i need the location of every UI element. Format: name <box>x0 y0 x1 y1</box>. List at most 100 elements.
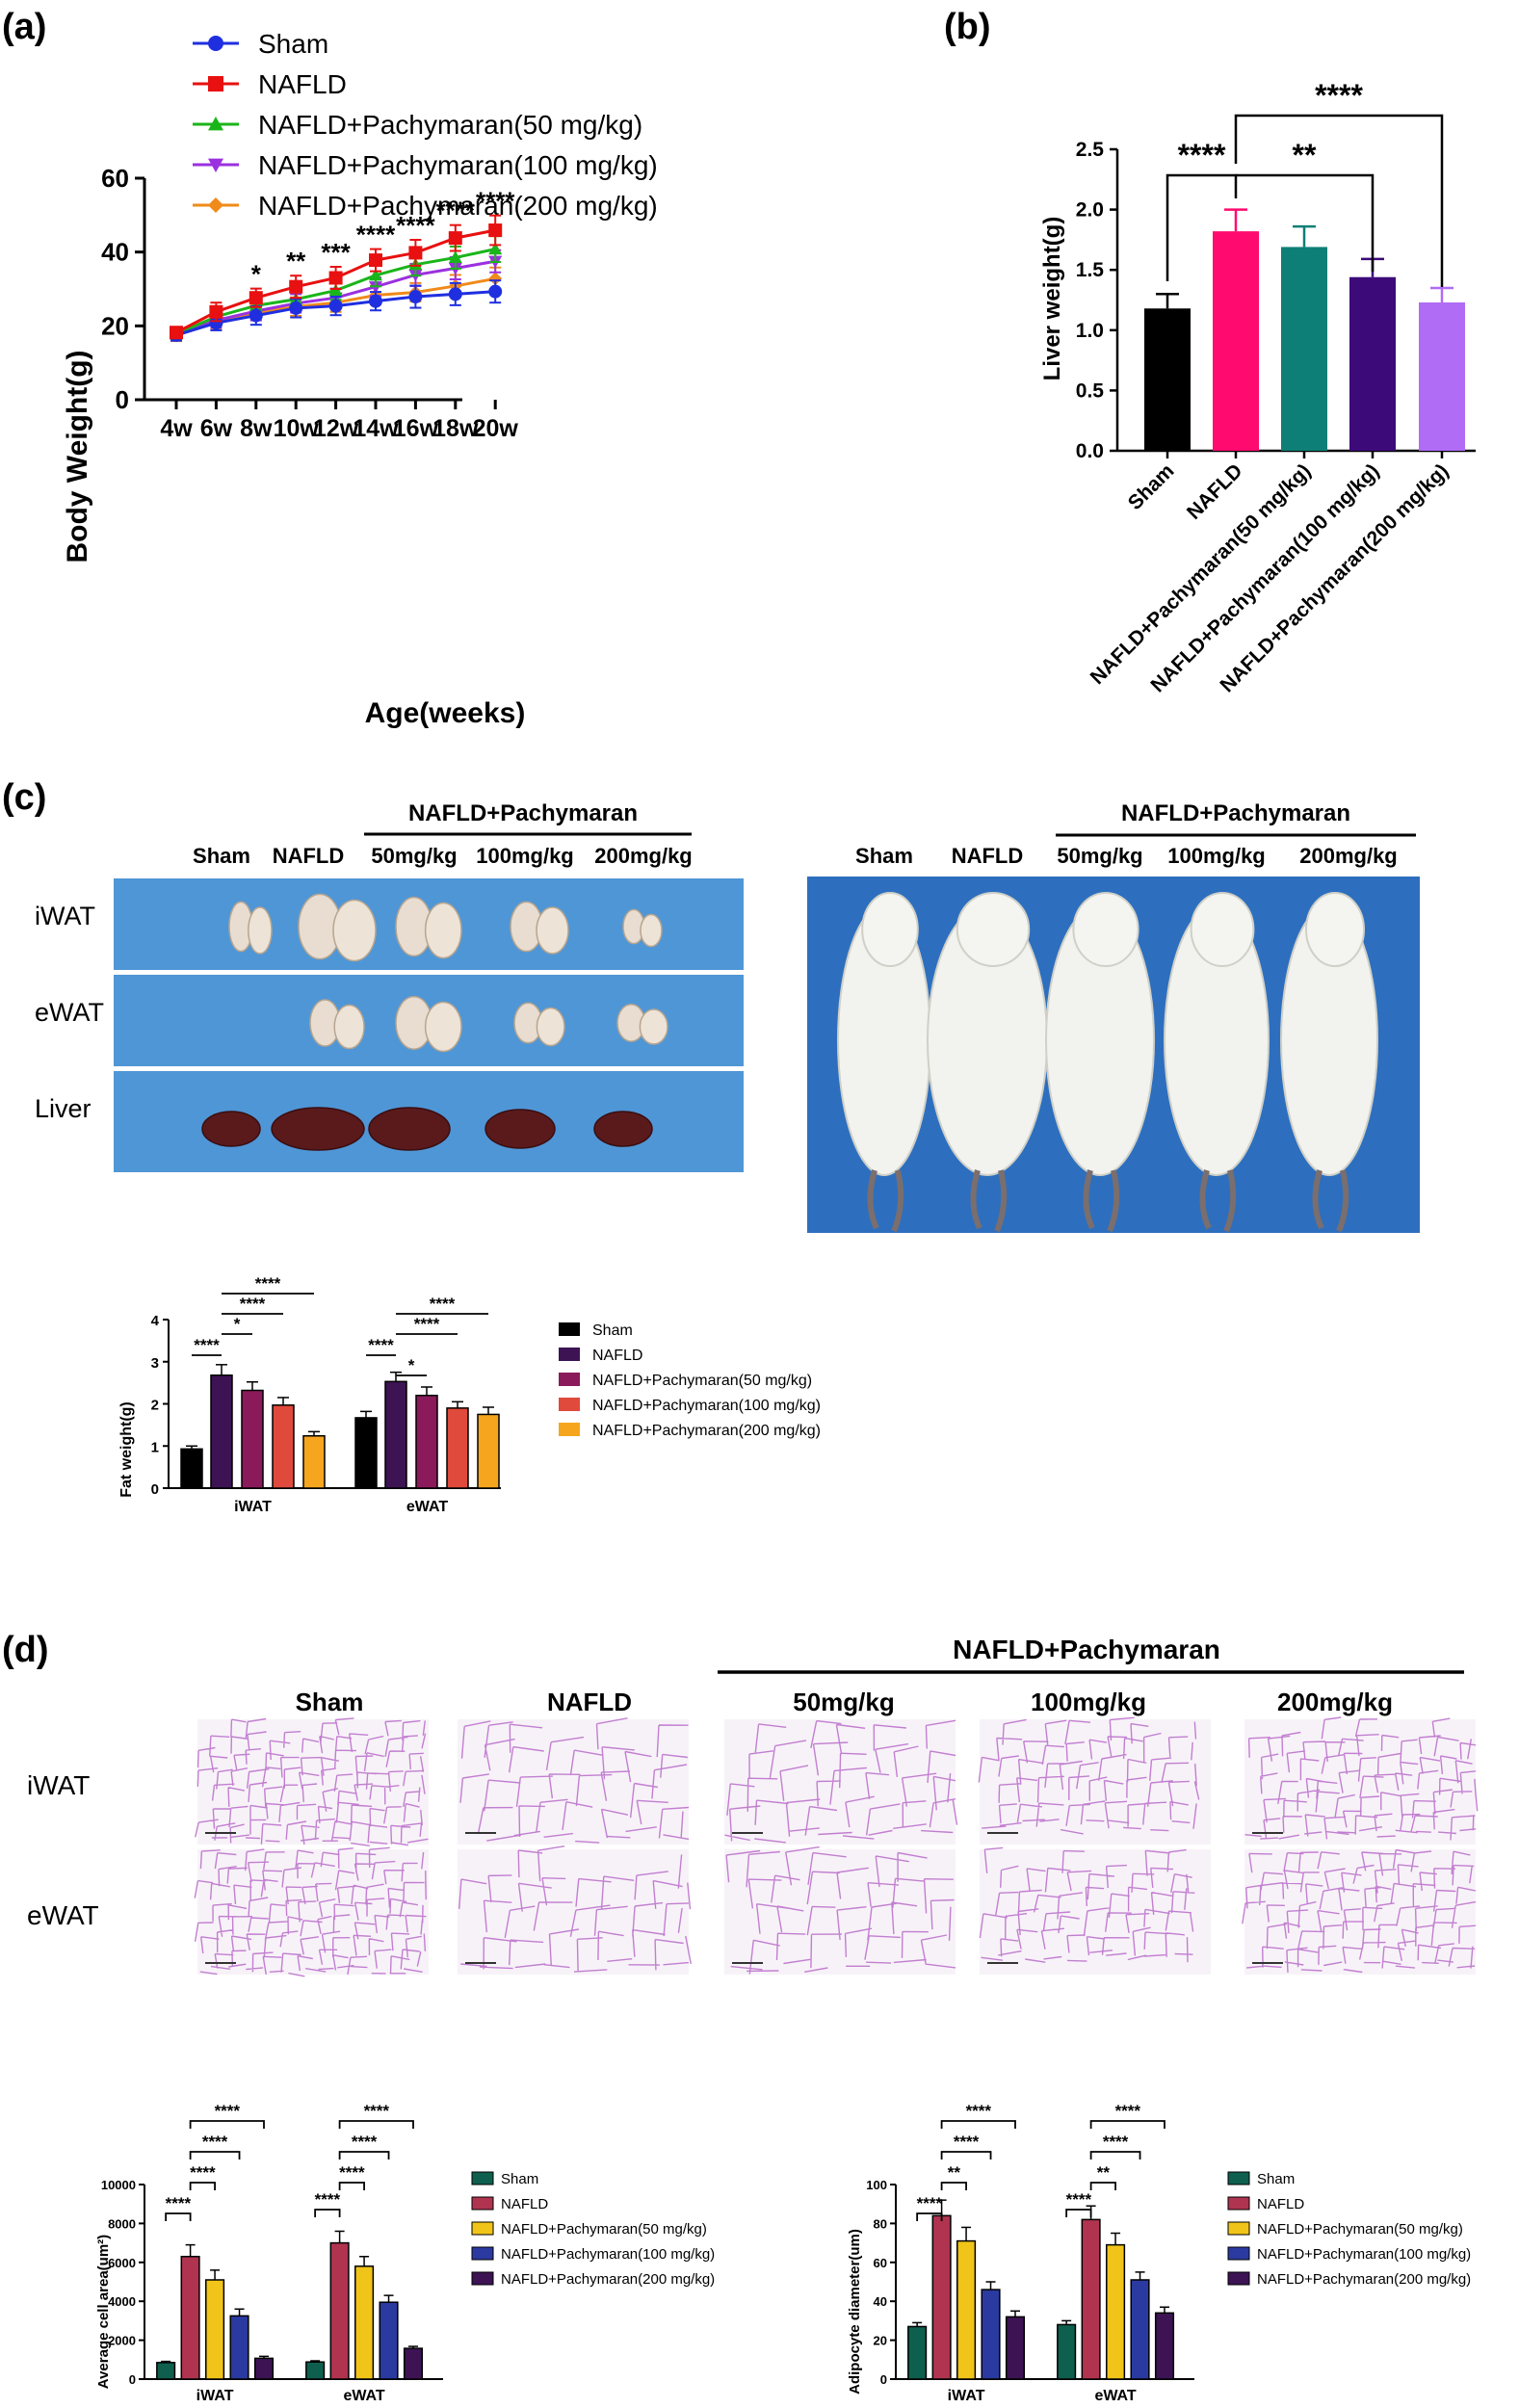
mouse-tail <box>1083 1169 1095 1230</box>
group-label: Sham <box>296 1688 364 1716</box>
y-tick-label: 1.5 <box>1076 259 1105 281</box>
bar <box>354 2265 375 2380</box>
significance-marker: **** <box>240 1295 266 1313</box>
panel-c: NAFLD+Pachymaran Sham NAFLD 50mg/kg 100mg/kg… <box>35 800 1420 1515</box>
panel-a-label: (a) <box>2 7 46 47</box>
adipocyte-diameter-legend: Sham NAFLD NAFLD+Pachymaran(50 mg/kg) NAFLD… <box>1227 2171 1471 2288</box>
x-tick-label: Sham <box>1124 459 1179 514</box>
significance-bracket <box>940 2120 1016 2129</box>
significance-marker: **** <box>430 1295 456 1313</box>
mouse-tail <box>867 1169 879 1230</box>
legend-swatch <box>471 2196 494 2211</box>
histology-image <box>458 1849 689 1975</box>
y-tick-label: 80 <box>874 2216 887 2231</box>
group-label: 50mg/kg <box>371 844 457 868</box>
legend-label: NAFLD+Pachymaran(200 mg/kg) <box>592 1423 821 1439</box>
legend-swatch <box>471 2246 494 2261</box>
point <box>488 242 503 255</box>
y-tick-label: 0.5 <box>1076 380 1105 402</box>
panel-c-label: (c) <box>2 777 46 818</box>
significance-marker: **** <box>954 2133 980 2151</box>
mouse-tail <box>891 1169 904 1233</box>
bar <box>305 2361 326 2380</box>
significance-marker: **** <box>352 2133 378 2151</box>
histology-images: iWAT eWAT <box>27 1716 1479 1977</box>
cell-membranes <box>195 1717 429 1846</box>
y-tick-label: 0 <box>880 2372 887 2387</box>
legend-label: NAFLD+Pachymaran(50 mg/kg) <box>258 110 642 140</box>
bar <box>1154 2312 1175 2380</box>
bar <box>180 2255 200 2380</box>
legend-swatch <box>1227 2171 1250 2186</box>
group-label: 200mg/kg <box>1299 844 1398 868</box>
bar <box>403 2347 424 2380</box>
significance-marker: **** <box>368 1336 394 1354</box>
mouse-head <box>1072 892 1139 967</box>
y-tick-label: 60 <box>101 164 129 193</box>
point <box>208 36 223 51</box>
legend-label: NAFLD+Pachymaran(200 mg/kg) <box>258 191 658 221</box>
significance-marker: **** <box>194 1336 220 1354</box>
x-tick-label: 20w <box>473 415 519 442</box>
fat-tissue <box>332 899 377 962</box>
mouse-tail <box>1336 1169 1349 1233</box>
bar <box>1106 2243 1126 2380</box>
y-tick-label: 10000 <box>101 2178 136 2192</box>
y-tick-label: 0.0 <box>1076 440 1104 462</box>
group-label: 100mg/kg <box>1031 1688 1146 1716</box>
liver-tissue <box>485 1109 556 1149</box>
tissue-photo: iWAT eWAT Liver <box>35 878 744 1172</box>
bar <box>205 2279 225 2380</box>
bar <box>379 2301 399 2380</box>
legend-swatch <box>559 1398 580 1411</box>
y-tick-label: 8000 <box>108 2216 136 2231</box>
bar <box>354 1417 378 1489</box>
y-axis-label: Adipocyte diameter(um) <box>847 2229 863 2395</box>
group-header: NAFLD+Pachymaran Sham NAFLD 50mg/kg 100mg/kg… <box>296 1635 1464 1716</box>
y-tick-label: 0 <box>116 385 129 414</box>
liver-tissue <box>201 1111 261 1147</box>
bar <box>241 1389 264 1489</box>
significance-marker: **** <box>1103 2133 1129 2151</box>
significance-bracket <box>338 2182 365 2190</box>
legend-swatch <box>1227 2221 1250 2236</box>
group-label: Sham <box>193 844 250 868</box>
body-weight-legend: Sham NAFLD NAFLD+Pachymaran(50 mg/kg) NAFLD… <box>193 29 658 221</box>
point <box>448 250 462 264</box>
significance-marker: **** <box>215 2102 241 2120</box>
y-tick-label: 1.0 <box>1076 320 1104 342</box>
point <box>488 272 503 286</box>
significance-marker: *** <box>321 238 351 267</box>
x-tick-label: 4w <box>160 415 193 442</box>
mouse-tail <box>1312 1169 1324 1230</box>
cell-area-chart: 0 2000 4000 6000 8000 10000 iWAT **** **** **** **… <box>101 2102 443 2404</box>
histology-row-label: eWAT <box>27 1900 99 1930</box>
significance-bracket <box>1089 2151 1141 2159</box>
significance-marker: * <box>251 260 262 289</box>
bar <box>1057 2323 1077 2380</box>
x-tick-label: iWAT <box>234 1499 272 1515</box>
y-tick-label: 100 <box>866 2178 887 2192</box>
legend-label: Sham <box>258 29 328 59</box>
y-tick-label: 40 <box>101 238 129 267</box>
cell-membranes <box>978 1716 1200 1835</box>
panel-b-label: (b) <box>944 7 991 47</box>
point <box>408 246 423 260</box>
significance-marker: * <box>234 1315 241 1333</box>
point <box>209 316 223 330</box>
legend-label: NAFLD <box>501 2196 548 2212</box>
significance-bracket <box>189 2182 216 2190</box>
mouse-head <box>1190 892 1255 967</box>
significance-marker: ** <box>1097 2163 1111 2182</box>
cell-membranes <box>194 1846 427 1977</box>
mouse-head <box>956 892 1031 967</box>
legend-swatch <box>559 1373 580 1386</box>
histology-image <box>724 1849 956 1975</box>
x-tick-label: 10w <box>274 415 320 442</box>
fat-tissue <box>639 1008 668 1045</box>
cell-membranes <box>458 1845 692 1973</box>
legend-label: NAFLD+Pachymaran(200 mg/kg) <box>501 2271 715 2288</box>
legend-swatch <box>559 1322 580 1336</box>
significance-bracket <box>189 2151 241 2159</box>
